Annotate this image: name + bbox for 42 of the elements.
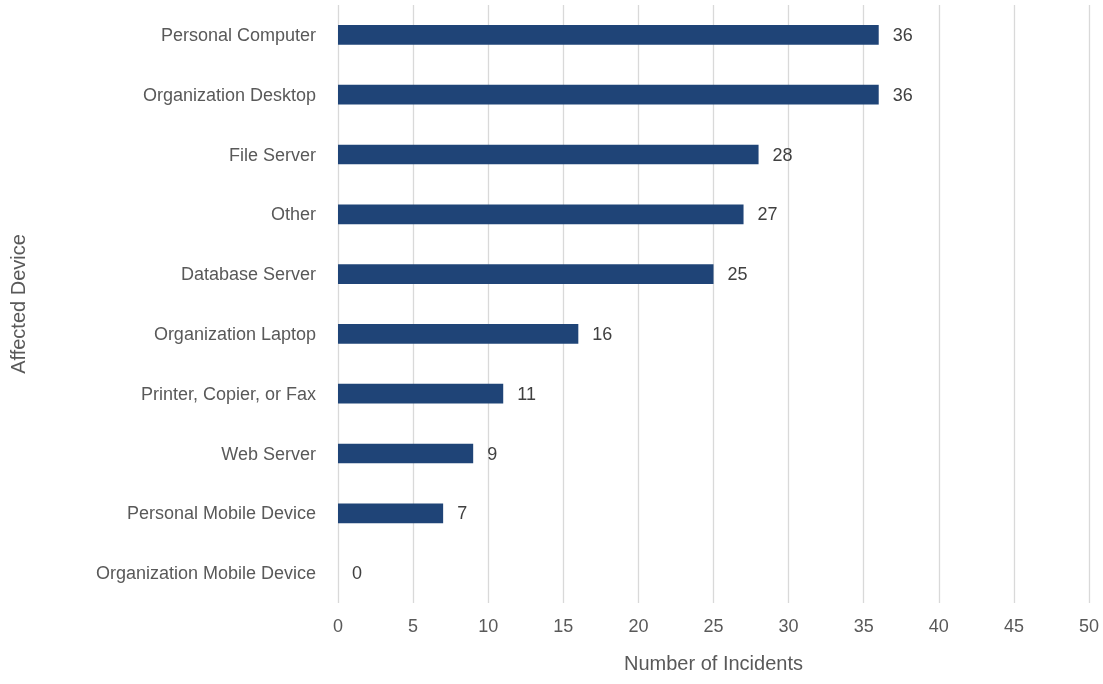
x-tick-label: 35	[853, 616, 874, 636]
y-axis-title: Affected Device	[7, 234, 29, 374]
data-label: 27	[757, 204, 778, 225]
bar	[338, 324, 579, 344]
x-tick-label: 45	[1003, 616, 1024, 636]
bar	[338, 264, 714, 284]
data-label: 16	[592, 323, 613, 344]
y-tick-label: Organization Laptop	[153, 323, 316, 344]
data-label: 25	[727, 264, 748, 285]
data-label: 36	[892, 84, 913, 105]
bar	[338, 503, 444, 524]
data-label: 36	[892, 24, 913, 45]
x-tick-label: 25	[703, 616, 724, 636]
bar	[338, 383, 504, 404]
x-tick-label: 20	[628, 616, 649, 636]
data-label: 28	[772, 144, 793, 165]
x-tick-label: 40	[928, 616, 949, 636]
data-label: 9	[487, 443, 498, 464]
data-label: 7	[457, 503, 468, 524]
y-tick-label: Database Server	[180, 264, 316, 285]
y-tick-label: Personal Mobile Device	[126, 503, 316, 524]
bar	[338, 443, 474, 464]
x-tick-label: 50	[1078, 616, 1100, 636]
y-tick-label: Organization Mobile Device	[95, 563, 316, 584]
bar	[338, 25, 879, 45]
x-axis-title: Number of Incidents	[624, 652, 803, 674]
x-tick-label: 10	[478, 616, 499, 636]
y-tick-label: Web Server	[221, 443, 316, 464]
x-tick-label: 15	[553, 616, 574, 636]
y-tick-label: Other	[270, 204, 316, 225]
y-tick-label: File Server	[228, 144, 316, 165]
bar	[338, 84, 879, 105]
x-tick-label: 5	[408, 616, 419, 636]
x-tick-label: 30	[778, 616, 799, 636]
y-tick-label: Printer, Copier, or Fax	[140, 383, 316, 404]
y-tick-label: Personal Computer	[160, 24, 316, 45]
bar	[338, 144, 759, 165]
y-tick-label: Organization Desktop	[142, 84, 316, 105]
data-label: 11	[517, 383, 536, 404]
data-label: 0	[352, 563, 363, 584]
x-tick-label: 0	[332, 616, 344, 636]
bar	[338, 204, 744, 225]
